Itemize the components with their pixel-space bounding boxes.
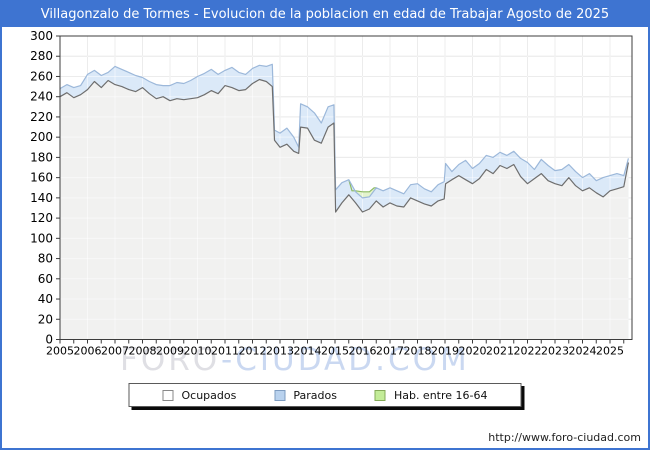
- parados-swatch-icon: [274, 389, 286, 401]
- legend-item-parados: Parados: [274, 389, 337, 402]
- svg-text:2008: 2008: [129, 345, 157, 358]
- svg-text:80: 80: [38, 252, 53, 266]
- svg-text:2009: 2009: [156, 345, 184, 358]
- svg-text:2018: 2018: [404, 345, 432, 358]
- svg-text:2013: 2013: [266, 345, 294, 358]
- svg-text:40: 40: [38, 292, 53, 306]
- svg-text:2024: 2024: [569, 345, 597, 358]
- svg-text:260: 260: [30, 69, 53, 83]
- watermark-part2: -CIUDAD.COM: [221, 342, 470, 378]
- svg-text:280: 280: [30, 49, 53, 63]
- svg-text:2010: 2010: [184, 345, 212, 358]
- svg-text:2006: 2006: [74, 345, 102, 358]
- chart-legend: Ocupados Parados Hab. entre 16-64: [128, 383, 522, 407]
- svg-text:200: 200: [30, 130, 53, 144]
- svg-text:0: 0: [45, 333, 53, 347]
- svg-text:2025: 2025: [596, 345, 624, 358]
- svg-text:2012: 2012: [239, 345, 267, 358]
- svg-text:2020: 2020: [459, 345, 487, 358]
- svg-text:100: 100: [30, 231, 53, 245]
- svg-text:2011: 2011: [211, 345, 239, 358]
- svg-text:2016: 2016: [349, 345, 377, 358]
- svg-text:240: 240: [30, 90, 53, 104]
- watermark-part1: FORO: [120, 342, 222, 378]
- svg-text:60: 60: [38, 272, 53, 286]
- svg-text:2015: 2015: [321, 345, 349, 358]
- svg-text:220: 220: [30, 110, 53, 124]
- page-title: Villagonzalo de Tormes - Evolucion de la…: [40, 7, 610, 22]
- foro-ciudad-link[interactable]: http://www.foro-ciudad.com: [488, 431, 641, 444]
- svg-text:20: 20: [38, 312, 53, 326]
- svg-text:2019: 2019: [431, 345, 459, 358]
- hab-16-64-swatch-icon: [374, 389, 386, 401]
- legend-item-ocupados: Ocupados: [162, 389, 236, 402]
- svg-text:300: 300: [30, 29, 53, 43]
- svg-text:180: 180: [30, 150, 53, 164]
- svg-text:2017: 2017: [376, 345, 404, 358]
- svg-text:160: 160: [30, 171, 53, 185]
- legend-item-hab-16-64: Hab. entre 16-64: [374, 388, 488, 402]
- watermark: FORO-CIUDAD.COM: [120, 342, 470, 378]
- svg-text:140: 140: [30, 191, 53, 205]
- svg-text:2021: 2021: [486, 345, 514, 358]
- svg-text:2007: 2007: [101, 345, 129, 358]
- svg-text:2005: 2005: [46, 345, 74, 358]
- svg-text:2014: 2014: [294, 345, 322, 358]
- svg-text:120: 120: [30, 211, 53, 225]
- svg-text:2022: 2022: [514, 345, 542, 358]
- legend-label-hab-16-64: Hab. entre 16-64: [393, 388, 488, 402]
- legend-label-parados: Parados: [293, 388, 337, 402]
- svg-text:2023: 2023: [541, 345, 569, 358]
- ocupados-swatch-icon: [162, 389, 174, 401]
- title-bar: Villagonzalo de Tormes - Evolucion de la…: [2, 2, 648, 27]
- legend-label-ocupados: Ocupados: [181, 388, 237, 402]
